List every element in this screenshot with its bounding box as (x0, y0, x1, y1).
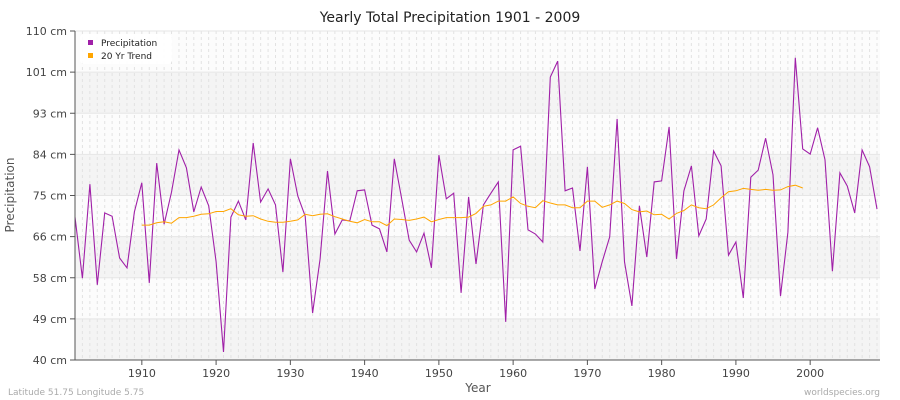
legend-swatch-trend (88, 53, 93, 58)
x-tick-label: 1990 (722, 367, 750, 380)
y-tick-label: 58 cm (33, 272, 67, 285)
grid-band (75, 154, 880, 196)
legend-label-precipitation: Precipitation (101, 39, 157, 49)
legend-label-trend: 20 Yr Trend (101, 52, 152, 62)
x-tick-label: 1970 (573, 367, 601, 380)
legend-swatch-precipitation (88, 40, 93, 45)
x-tick-label: 1910 (128, 367, 156, 380)
grid-band (75, 277, 880, 319)
x-tick-label: 1920 (202, 367, 230, 380)
y-tick-label: 84 cm (33, 148, 67, 161)
trend-line (141, 184, 803, 227)
x-axis-label: Year (464, 381, 490, 395)
grid-band (75, 236, 880, 278)
precipitation-line (74, 57, 878, 353)
y-tick-label: 75 cm (33, 190, 67, 203)
x-tick-label: 1950 (425, 367, 453, 380)
grid-band (75, 113, 880, 155)
y-tick-label: 49 cm (33, 313, 67, 326)
y-tick-label: 40 cm (33, 354, 67, 367)
y-axis-label: Precipitation (3, 157, 17, 232)
x-tick-label: 1960 (499, 367, 527, 380)
y-tick-label: 110 cm (26, 25, 67, 38)
x-tick-label: 1980 (648, 367, 676, 380)
y-tick-label: 101 cm (26, 66, 67, 79)
x-tick-label: 1930 (276, 367, 304, 380)
grid-band (75, 31, 880, 73)
grid-band (75, 318, 880, 360)
y-tick-label: 93 cm (33, 107, 67, 120)
location-footer: Latitude 51.75 Longitude 5.75 (8, 388, 144, 398)
y-tick-label: 66 cm (33, 231, 67, 244)
grid-band (75, 72, 880, 114)
x-tick-label: 2000 (796, 367, 824, 380)
chart-title: Yearly Total Precipitation 1901 - 2009 (319, 10, 581, 26)
x-tick-label: 1940 (351, 367, 379, 380)
source-footer: worldspecies.org (804, 388, 880, 398)
legend: Precipitation 20 Yr Trend (80, 34, 172, 64)
